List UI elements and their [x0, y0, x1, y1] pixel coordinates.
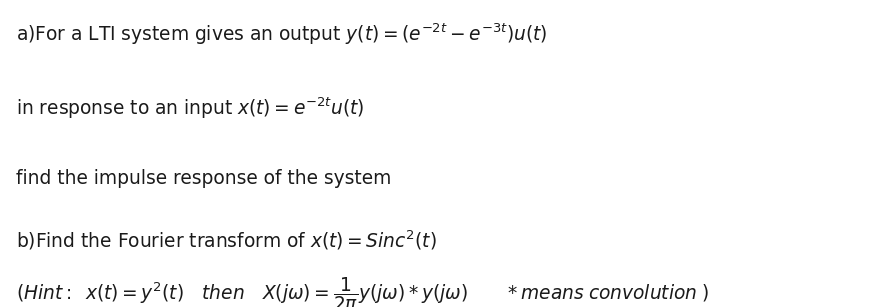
Text: $(\mathit{Hint:}\;\; x(t) = y^{2}(t) \quad \mathit{then} \quad X(j\omega) = \dfr: $(\mathit{Hint:}\;\; x(t) = y^{2}(t) \qu…	[16, 275, 709, 307]
Text: a)For a LTI system gives an output $y(t) = (e^{-2t} - e^{-3t})u(t)$: a)For a LTI system gives an output $y(t)…	[16, 22, 547, 48]
Text: b)Find the Fourier transform of $x(t) = \mathit{Sinc}^{2}(t)$: b)Find the Fourier transform of $x(t) = …	[16, 228, 437, 252]
Text: find the impulse response of the system: find the impulse response of the system	[16, 169, 391, 188]
Text: in response to an input $x(t) = e^{-2t}u(t)$: in response to an input $x(t) = e^{-2t}u…	[16, 96, 365, 121]
